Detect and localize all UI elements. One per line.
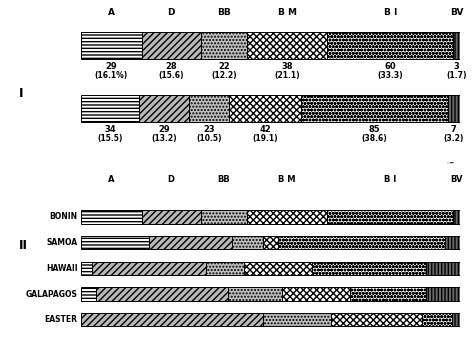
Text: SAMOA: SAMOA (46, 238, 78, 247)
Bar (247, 32, 327, 59)
Text: (15.5): (15.5) (97, 134, 123, 143)
Bar (92, 262, 206, 275)
Text: (13.2): (13.2) (151, 134, 177, 143)
Text: (10.5): (10.5) (196, 134, 222, 143)
Text: A: A (108, 8, 115, 17)
Text: D: D (168, 175, 175, 184)
Bar (452, 313, 460, 326)
Bar (81, 95, 139, 122)
Text: 29: 29 (158, 125, 170, 134)
Text: 22: 22 (218, 62, 230, 71)
Text: 23: 23 (203, 125, 215, 134)
Bar (350, 287, 426, 301)
Bar (327, 32, 454, 59)
Bar (81, 236, 149, 249)
Text: (21.1): (21.1) (274, 71, 300, 80)
Bar (81, 262, 92, 275)
Bar (189, 95, 229, 122)
Text: (19.1): (19.1) (252, 134, 278, 143)
Bar (312, 262, 426, 275)
Bar (301, 95, 448, 122)
Bar (327, 210, 453, 224)
Text: (12.2): (12.2) (211, 71, 237, 80)
Text: A: A (108, 175, 114, 184)
Bar (263, 236, 278, 249)
Bar (244, 262, 312, 275)
Text: BB: BB (218, 175, 230, 184)
Bar (331, 313, 422, 326)
Text: (3.2): (3.2) (444, 134, 464, 143)
Bar (263, 313, 331, 326)
Bar (142, 32, 201, 59)
Text: 42: 42 (259, 125, 271, 134)
Text: BV: BV (450, 175, 463, 184)
Bar (81, 313, 263, 326)
Bar (149, 236, 232, 249)
Text: (1.7): (1.7) (447, 71, 467, 80)
Bar (206, 262, 244, 275)
Text: 38: 38 (281, 62, 293, 71)
Bar (448, 95, 460, 122)
Bar (247, 210, 327, 224)
Text: 60: 60 (384, 62, 396, 71)
Text: 7: 7 (451, 125, 456, 134)
Text: 3: 3 (454, 62, 459, 71)
Text: D: D (167, 8, 175, 17)
Text: B I: B I (384, 175, 396, 184)
Bar (81, 32, 142, 59)
Text: BB: BB (217, 8, 231, 17)
Text: (16.1%): (16.1%) (94, 71, 128, 80)
Text: EASTER: EASTER (45, 315, 78, 324)
Text: 28: 28 (165, 62, 177, 71)
Text: II: II (19, 239, 28, 252)
Text: (15.6): (15.6) (158, 71, 184, 80)
Text: B M: B M (278, 175, 296, 184)
Bar (96, 287, 228, 301)
Text: BV: BV (450, 8, 464, 17)
Bar (229, 95, 301, 122)
Text: BONIN: BONIN (49, 212, 78, 221)
Bar (201, 210, 247, 224)
Bar (445, 236, 460, 249)
Bar (139, 95, 189, 122)
Bar (232, 236, 263, 249)
Text: (38.6): (38.6) (362, 134, 387, 143)
Bar (454, 32, 460, 59)
Text: I: I (19, 87, 23, 100)
Text: B I: B I (383, 8, 397, 17)
Bar (81, 287, 96, 301)
Bar (282, 287, 350, 301)
Bar (453, 210, 460, 224)
Bar (422, 313, 452, 326)
Bar (142, 210, 201, 224)
Bar (201, 32, 247, 59)
Text: 85: 85 (369, 125, 380, 134)
Text: B M: B M (278, 8, 297, 17)
Bar (278, 236, 445, 249)
Bar (81, 210, 142, 224)
Bar (426, 287, 460, 301)
Bar (426, 262, 460, 275)
Text: 34: 34 (104, 125, 116, 134)
Text: GALAPAGOS: GALAPAGOS (26, 290, 78, 299)
Bar (228, 287, 282, 301)
Text: 29: 29 (105, 62, 117, 71)
Text: (33.3): (33.3) (377, 71, 403, 80)
Text: HAWAII: HAWAII (46, 264, 78, 273)
